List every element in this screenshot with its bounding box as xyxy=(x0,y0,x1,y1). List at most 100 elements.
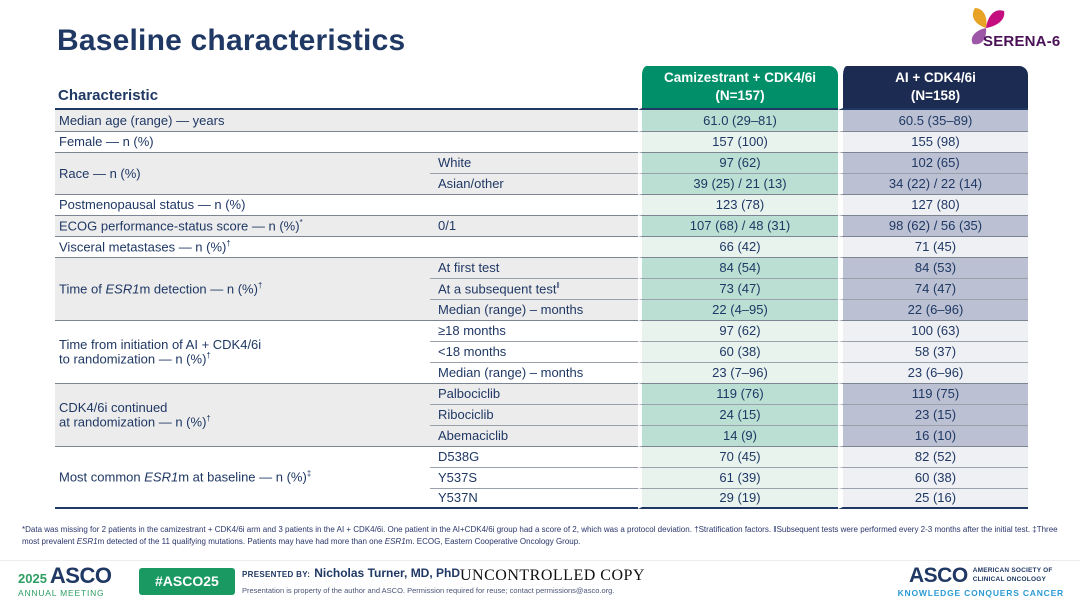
characteristic-cell: Visceral metastases — n (%)† xyxy=(55,236,638,257)
footnote-marker: † xyxy=(257,281,263,291)
ai-value-cell: 60 (38) xyxy=(838,467,1028,488)
ai-value-cell: 58 (37) xyxy=(838,341,1028,362)
asco-logo-name: ASCO xyxy=(49,563,112,588)
characteristic-cell: Most common ESR1m at baseline — n (%)‡ xyxy=(55,446,430,509)
characteristic-label: Visceral metastases — n (%) xyxy=(59,239,227,255)
subcategory-cell: Ribociclib xyxy=(430,404,638,425)
serena6-logo: SERENA-6 xyxy=(933,4,1068,58)
subcategory-cell: At first test xyxy=(430,257,638,278)
asco-logo-name: ASCO xyxy=(909,564,968,587)
subcategory-cell: Median (range) – months xyxy=(430,362,638,383)
footnote-text: m. ECOG, Eastern Cooperative Oncology Gr… xyxy=(405,536,581,546)
characteristic-label: Time of xyxy=(59,281,106,297)
subcategory-cell: At a subsequent test‖ xyxy=(430,278,638,299)
asco-org-name: AMERICAN SOCIETY OF CLINICAL ONCOLOGY xyxy=(973,567,1053,583)
table-header-row: Characteristic Camizestrant + CDK4/6i (N… xyxy=(55,66,1028,110)
subcategory-cell: Palbociclib xyxy=(430,383,638,404)
table-row: Time of ESR1m detection — n (%)† At firs… xyxy=(55,257,1028,320)
cam-value-cell: 60 (38) xyxy=(638,341,838,362)
table-row: Race — n (%) White 97 (62) 102 (65) xyxy=(55,152,1028,194)
characteristic-cell: Female — n (%) xyxy=(55,131,638,152)
table-row: Female — n (%) 157 (100) 155 (98) xyxy=(55,131,1028,152)
ai-value-cell: 84 (53) xyxy=(838,257,1028,278)
footnote-marker: † xyxy=(206,350,211,360)
table-row: Time from initiation of AI + CDK4/6i to r… xyxy=(55,320,1028,365)
cam-value-cell: 70 (45) xyxy=(638,446,838,467)
baseline-characteristics-table: Characteristic Camizestrant + CDK4/6i (N… xyxy=(55,66,1028,509)
serena6-flower-icon xyxy=(971,8,1005,45)
table-row: CDK4/6i continued at randomization — n (%… xyxy=(55,383,1028,446)
table-row: Abemaciclib 14 (9) 16 (10) xyxy=(55,425,1028,446)
ai-value-cell: 82 (52) xyxy=(838,446,1028,467)
cam-value-cell: 66 (42) xyxy=(638,236,838,257)
cam-value-cell: 22 (4–95) xyxy=(638,299,838,320)
asco-org-line1: AMERICAN SOCIETY OF xyxy=(972,567,1053,575)
characteristic-label: CDK4/6i continued xyxy=(59,400,168,416)
presenter-block: PRESENTED BY: Nicholas Turner, MD, PhD P… xyxy=(242,566,614,595)
page-title: Baseline characteristics xyxy=(57,24,406,57)
characteristic-label: m at baseline — n (%) xyxy=(178,469,307,485)
cam-header-line1: Camizestrant + CDK4/6i xyxy=(664,70,816,86)
characteristic-label: to randomization — n (%) xyxy=(59,351,207,367)
asco-logo-year: 2025 xyxy=(18,571,47,586)
gene-name-italic: ESR1 xyxy=(105,281,140,297)
subcategory-cell: Abemaciclib xyxy=(430,425,638,446)
subcategory-cell: ≥18 months xyxy=(430,320,638,341)
characteristic-cell: Postmenopausal status — n (%) xyxy=(55,194,638,215)
cam-value-cell: 157 (100) xyxy=(638,131,838,152)
ai-value-cell: 155 (98) xyxy=(838,131,1028,152)
table-row: Postmenopausal status — n (%) 123 (78) 1… xyxy=(55,194,1028,215)
asco-tagline: KNOWLEDGE CONQUERS CANCER xyxy=(897,588,1064,598)
subcategory-label: At a subsequent test xyxy=(438,281,557,297)
subcategory-cell: White xyxy=(430,152,638,173)
characteristic-label: Time from initiation of AI + CDK4/6i xyxy=(59,337,262,353)
ai-column-header: AI + CDK4/6i (N=158) xyxy=(838,66,1028,110)
asco-org-line2: CLINICAL ONCOLOGY xyxy=(972,575,1047,583)
footnote-marker: ‖ xyxy=(556,281,560,291)
subcategory-cell: Y537N xyxy=(430,488,638,509)
cam-header-line2: (N=157) xyxy=(715,88,765,103)
cam-value-cell: 24 (15) xyxy=(638,404,838,425)
characteristic-label: ECOG performance-status score — n (%) xyxy=(59,218,300,234)
asco-society-logo: ASCO AMERICAN SOCIETY OF CLINICAL ONCOLO… xyxy=(898,565,1064,598)
table-row: Y537N 29 (19) 25 (16) xyxy=(55,488,1028,509)
footnote-text: *Data was missing for 2 patients in the … xyxy=(22,525,1058,546)
ai-value-cell: 100 (63) xyxy=(838,320,1028,341)
ai-header-line1: AI + CDK4/6i xyxy=(895,70,976,86)
cam-value-cell: 97 (62) xyxy=(638,320,838,341)
table-row: Visceral metastases — n (%)† 66 (42) 71 … xyxy=(55,236,1028,257)
ai-value-cell: 127 (80) xyxy=(838,194,1028,215)
cam-value-cell: 97 (62) xyxy=(638,152,838,173)
subcategory-cell: <18 months xyxy=(430,341,638,362)
footnote-marker: * xyxy=(299,218,303,228)
subcategory-cell: Y537S xyxy=(430,467,638,488)
asco-annual-meeting-logo: 2025 ASCO ANNUAL MEETING xyxy=(18,563,112,599)
serena6-logo-text: SERENA-6 xyxy=(983,33,1061,50)
cam-value-cell: 23 (7–96) xyxy=(638,362,838,383)
footnote-marker: † xyxy=(226,239,231,249)
ai-value-cell: 16 (10) xyxy=(838,425,1028,446)
characteristic-cell: Time from initiation of AI + CDK4/6i to r… xyxy=(55,320,430,383)
table-row: Asian/other 39 (25) / 21 (13) 34 (22) / … xyxy=(55,173,1028,194)
characteristic-cell: Time of ESR1m detection — n (%)† xyxy=(55,257,430,320)
characteristic-cell: CDK4/6i continued at randomization — n (%… xyxy=(55,383,430,446)
cam-value-cell: 107 (68) / 48 (31) xyxy=(638,215,838,236)
ai-value-cell: 23 (15) xyxy=(838,404,1028,425)
uncontrolled-copy-watermark: UNCONTROLLED COPY xyxy=(460,567,645,584)
ai-value-cell: 25 (16) xyxy=(838,488,1028,509)
cam-value-cell: 123 (78) xyxy=(638,194,838,215)
table-row: Y537S 61 (39) 60 (38) xyxy=(55,467,1028,488)
footnotes: *Data was missing for 2 patients in the … xyxy=(22,524,1060,547)
cam-value-cell: 39 (25) / 21 (13) xyxy=(638,173,838,194)
cam-value-cell: 61.0 (29–81) xyxy=(638,110,838,131)
subcategory-cell: Asian/other xyxy=(430,173,638,194)
ai-header-line2: (N=158) xyxy=(910,88,961,103)
gene-name-italic: ESR1 xyxy=(144,469,179,485)
permission-disclaimer: Presentation is property of the author a… xyxy=(242,586,615,595)
cam-value-cell: 119 (76) xyxy=(638,383,838,404)
subcategory-cell: D538G xyxy=(430,446,638,467)
table-row: Most common ESR1m at baseline — n (%)‡ D… xyxy=(55,446,1028,509)
table-row: Median (range) – months 23 (7–96) 23 (6–… xyxy=(55,362,1028,383)
ai-value-cell: 119 (75) xyxy=(838,383,1028,404)
